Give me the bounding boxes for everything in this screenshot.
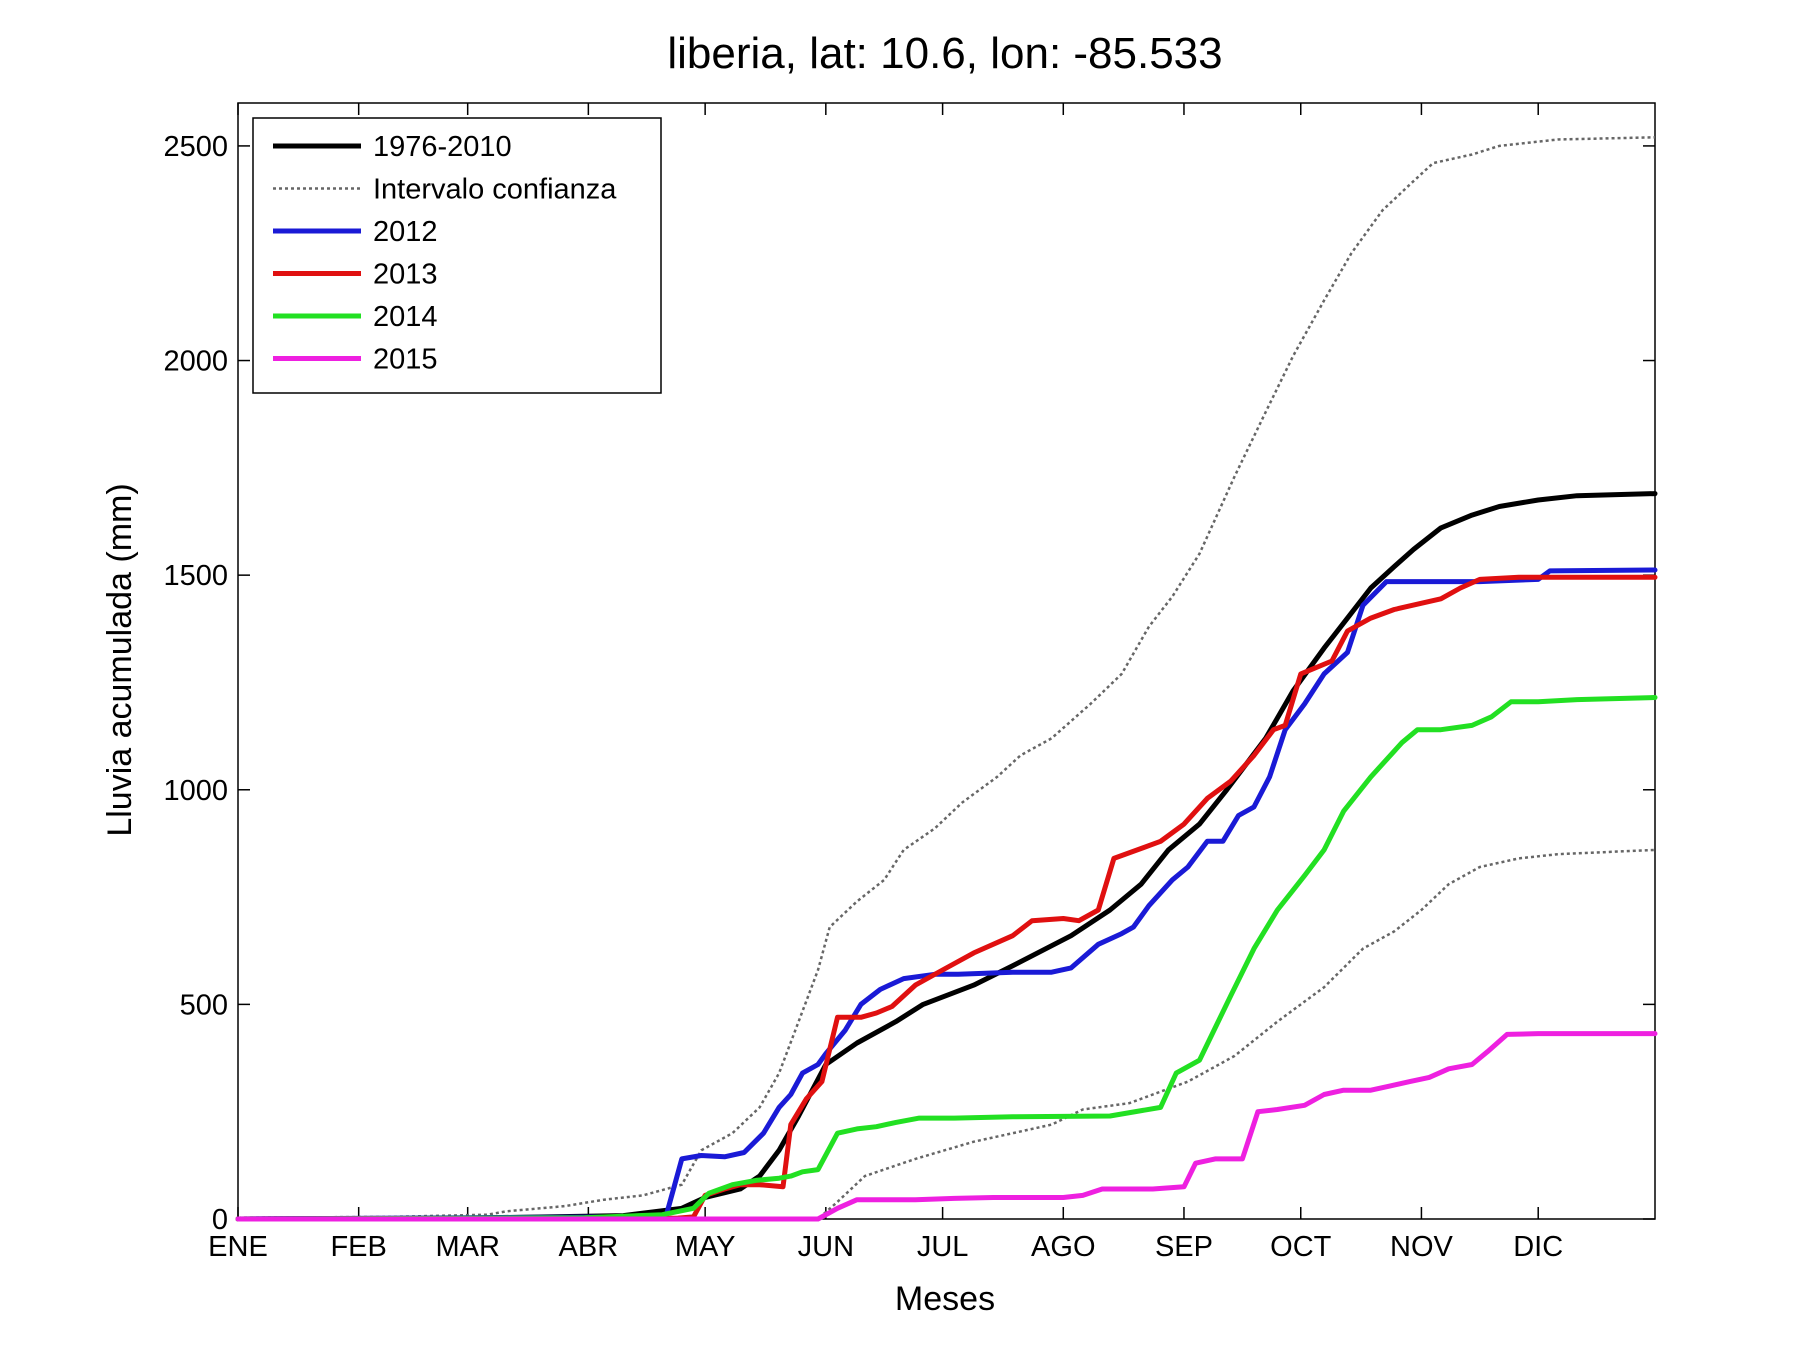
- x-tick-label: ENE: [208, 1231, 268, 1263]
- y-tick-label: 2500: [163, 131, 228, 163]
- legend-label: 1976-2010: [373, 131, 512, 163]
- chart-title: liberia, lat: 10.6, lon: -85.533: [667, 29, 1222, 78]
- legend-label: 2014: [373, 301, 438, 333]
- series-line-2015-6: [235, 1031, 1658, 1222]
- x-tick-label: JUL: [917, 1231, 969, 1263]
- x-tick-label: MAR: [435, 1231, 499, 1263]
- legend-label: 2013: [373, 259, 438, 291]
- x-tick-label: AGO: [1031, 1231, 1095, 1263]
- series-line-intervalo-confianza-1: [237, 136, 1656, 1219]
- x-tick-label: SEP: [1155, 1231, 1213, 1263]
- y-tick-label: 500: [180, 989, 228, 1021]
- legend: 1976-2010 Intervalo confianza 2012 2013 2014…: [252, 117, 662, 394]
- x-tick-label: MAY: [675, 1231, 736, 1263]
- plot-frame: [237, 102, 1656, 1220]
- y-tick-label: 1500: [163, 560, 228, 592]
- y-axis-label: Lluvia acumulada (mm): [101, 483, 139, 836]
- legend-label: 2012: [373, 216, 438, 248]
- x-tick-label: FEB: [330, 1231, 386, 1263]
- legend-label: 2015: [373, 344, 438, 376]
- series-line-intervalo-confianza-2: [238, 848, 1656, 1221]
- legend-label: Intervalo confianza: [373, 174, 617, 206]
- y-tick-label: 0: [212, 1204, 228, 1236]
- x-tick-label: JUN: [798, 1231, 854, 1263]
- x-tick-label: OCT: [1270, 1231, 1332, 1263]
- series-line-2013-4: [235, 574, 1658, 1222]
- x-tick-label: DIC: [1513, 1231, 1563, 1263]
- series-line-2012-3: [235, 567, 1658, 1222]
- y-tick-label: 2000: [163, 346, 228, 378]
- x-axis-label: Meses: [895, 1280, 995, 1318]
- legend-box: [252, 117, 662, 394]
- x-tick-label: ABR: [559, 1231, 619, 1263]
- plot-area: 0 500 1000 1500 2000 2500 ENE FEB MAR ABR MAY JUN JU…: [163, 102, 1658, 1263]
- y-tick-label: 1000: [163, 775, 228, 807]
- x-tick-label: NOV: [1390, 1231, 1454, 1263]
- series-line-2014-5: [235, 695, 1658, 1222]
